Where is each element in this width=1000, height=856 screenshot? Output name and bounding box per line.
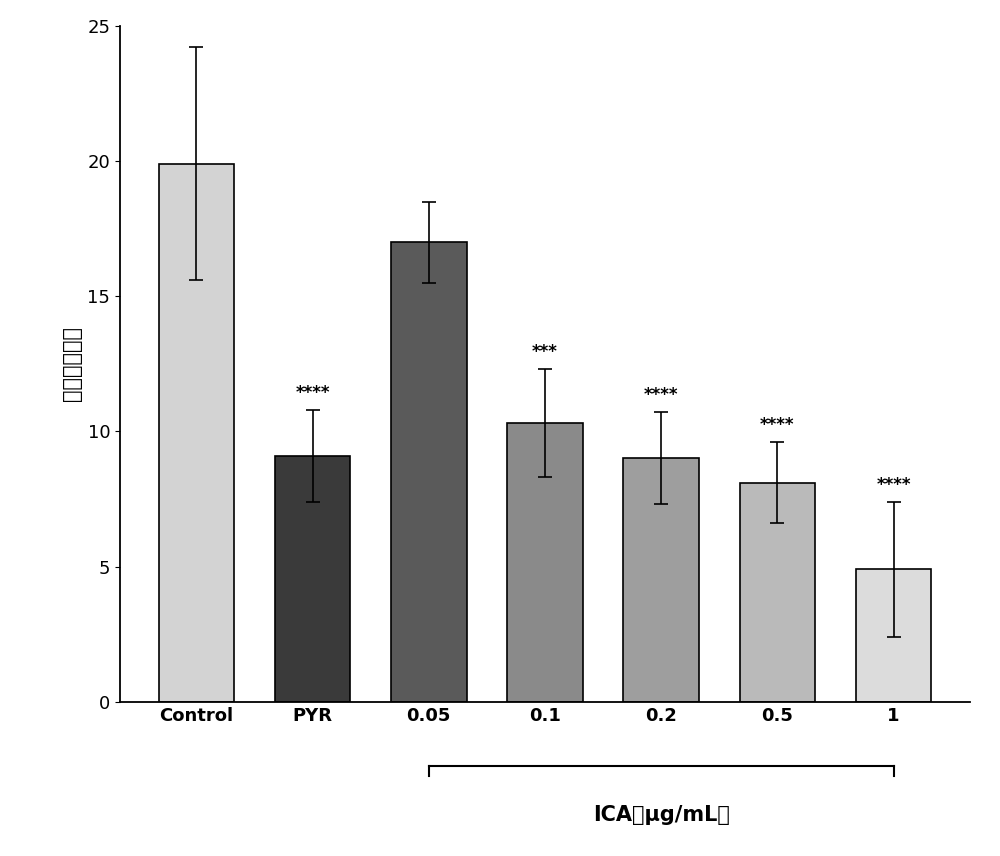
Bar	[275, 455, 350, 702]
Text: ****: ****	[876, 476, 911, 494]
Bar	[623, 459, 699, 702]
Text: ****: ****	[295, 383, 330, 401]
Text: ICA（μg/mL）: ICA（μg/mL）	[593, 805, 730, 824]
Bar	[391, 242, 467, 702]
Text: ***: ***	[532, 343, 558, 361]
Y-axis label: 入侵率（％）: 入侵率（％）	[62, 326, 82, 401]
Bar	[856, 569, 931, 702]
Text: ****: ****	[644, 386, 678, 404]
Bar	[507, 424, 583, 702]
Bar	[740, 483, 815, 702]
Text: ****: ****	[760, 416, 795, 434]
Bar	[159, 163, 234, 702]
